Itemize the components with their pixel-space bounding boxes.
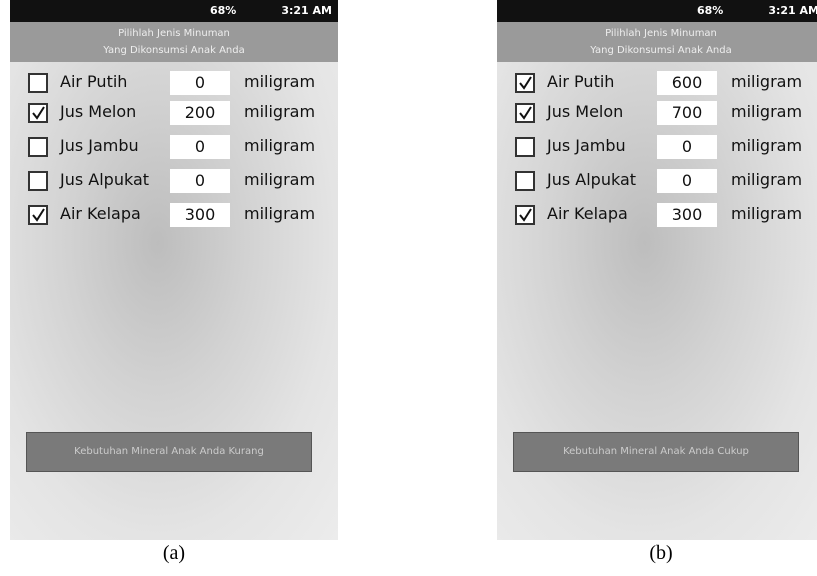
amount-field[interactable]: 0 <box>657 135 717 159</box>
drink-name: Air Kelapa <box>547 204 628 223</box>
drink-name: Jus Alpukat <box>547 170 637 189</box>
checkbox[interactable] <box>28 73 48 93</box>
checkbox[interactable] <box>28 171 48 191</box>
checkbox[interactable] <box>515 103 535 123</box>
amount-field[interactable]: 300 <box>170 203 230 227</box>
check-mark <box>519 208 532 222</box>
caption: (a) <box>162 542 186 564</box>
drink-name: Jus Jambu <box>60 136 139 155</box>
unit: miligram <box>244 204 316 223</box>
clock: 3:21 AM <box>768 4 817 17</box>
status-bar: 68% 3:21 AM <box>497 0 817 22</box>
result-button[interactable]: Kebutuhan Mineral Anak Anda Kurang <box>26 432 312 472</box>
phone-screen: 68% 3:21 AM Pilihlah Jenis Minuman Yang Dik… <box>10 0 338 540</box>
unit: miligram <box>244 136 316 155</box>
status-bar: 68% 3:21 AM <box>10 0 338 22</box>
check-mark <box>32 208 45 222</box>
checkbox[interactable] <box>515 137 535 157</box>
header-line: Pilihlah Jenis Minuman <box>605 28 717 39</box>
amount-field[interactable]: 0 <box>657 169 717 193</box>
amount-field[interactable]: 700 <box>657 101 717 125</box>
unit: miligram <box>731 204 803 223</box>
phone-screen: 68% 3:21 AM Pilihlah Jenis Minuman Yang Dik… <box>497 0 817 540</box>
drink-name: Air Kelapa <box>60 204 141 223</box>
amount-field[interactable]: 200 <box>170 101 230 125</box>
check-mark <box>519 106 532 120</box>
checkbox[interactable] <box>515 205 535 225</box>
unit: miligram <box>244 170 316 189</box>
checkbox[interactable] <box>515 171 535 191</box>
checkbox[interactable] <box>28 205 48 225</box>
clock: 3:21 AM <box>281 4 332 17</box>
drink-name: Jus Alpukat <box>60 170 150 189</box>
unit: miligram <box>731 72 803 91</box>
header: Pilihlah Jenis Minuman Yang Dikonsumsi An… <box>10 22 338 62</box>
result-button[interactable]: Kebutuhan Mineral Anak Anda Cukup <box>513 432 799 472</box>
amount-field[interactable]: 0 <box>170 135 230 159</box>
header-line: Yang Dikonsumsi Anak Anda <box>103 45 245 56</box>
caption: (b) <box>649 542 673 564</box>
checkbox[interactable] <box>28 137 48 157</box>
drink-name: Jus Melon <box>547 102 624 121</box>
amount-field[interactable]: 300 <box>657 203 717 227</box>
unit: miligram <box>731 170 803 189</box>
drink-name: Jus Jambu <box>547 136 626 155</box>
unit: miligram <box>244 72 316 91</box>
checkbox[interactable] <box>28 103 48 123</box>
amount-field[interactable]: 0 <box>170 71 230 95</box>
header: Pilihlah Jenis Minuman Yang Dikonsumsi An… <box>497 22 817 62</box>
drink-name: Jus Melon <box>60 102 137 121</box>
header-line: Yang Dikonsumsi Anak Anda <box>590 45 732 56</box>
battery: 68% <box>697 4 724 17</box>
header-line: Pilihlah Jenis Minuman <box>118 28 230 39</box>
unit: miligram <box>731 102 803 121</box>
drink-name: Air Putih <box>547 72 615 91</box>
amount-field[interactable]: 600 <box>657 71 717 95</box>
check-mark <box>519 76 532 90</box>
battery: 68% <box>210 4 237 17</box>
unit: miligram <box>731 136 803 155</box>
checkbox[interactable] <box>515 73 535 93</box>
amount-field[interactable]: 0 <box>170 169 230 193</box>
unit: miligram <box>244 102 316 121</box>
drink-name: Air Putih <box>60 72 128 91</box>
check-mark <box>32 106 45 120</box>
